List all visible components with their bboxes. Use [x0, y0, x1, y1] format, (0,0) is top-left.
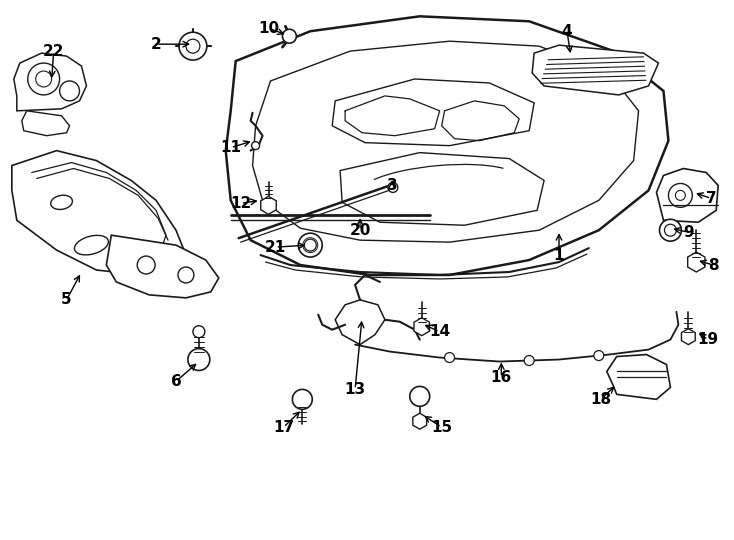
- Circle shape: [59, 81, 79, 101]
- Circle shape: [252, 141, 260, 150]
- Text: 8: 8: [708, 258, 719, 273]
- Polygon shape: [14, 53, 87, 111]
- Circle shape: [179, 32, 207, 60]
- Text: 5: 5: [61, 292, 72, 307]
- Circle shape: [594, 350, 604, 361]
- Polygon shape: [340, 153, 544, 225]
- Text: 16: 16: [491, 370, 512, 385]
- Circle shape: [524, 355, 534, 366]
- Circle shape: [193, 326, 205, 338]
- Circle shape: [305, 239, 316, 251]
- Text: 3: 3: [387, 178, 397, 193]
- Text: 18: 18: [590, 392, 611, 407]
- Polygon shape: [335, 300, 385, 345]
- Polygon shape: [607, 355, 670, 400]
- Polygon shape: [414, 318, 429, 336]
- Circle shape: [178, 267, 194, 283]
- Circle shape: [659, 219, 681, 241]
- Polygon shape: [688, 252, 705, 272]
- Circle shape: [283, 29, 297, 43]
- Circle shape: [137, 256, 155, 274]
- Text: 14: 14: [429, 324, 450, 339]
- Text: 15: 15: [431, 420, 452, 435]
- Circle shape: [186, 39, 200, 53]
- Polygon shape: [106, 235, 219, 298]
- Text: 9: 9: [683, 225, 694, 240]
- Polygon shape: [261, 197, 276, 214]
- Circle shape: [292, 389, 312, 409]
- Text: 4: 4: [562, 24, 573, 39]
- Text: 20: 20: [349, 222, 371, 238]
- Circle shape: [664, 224, 677, 236]
- Text: 11: 11: [220, 140, 241, 155]
- Polygon shape: [252, 41, 639, 242]
- Text: 10: 10: [258, 21, 279, 36]
- Text: 6: 6: [170, 374, 181, 389]
- Circle shape: [669, 184, 692, 207]
- Circle shape: [388, 183, 398, 192]
- Polygon shape: [681, 329, 695, 345]
- Circle shape: [188, 349, 210, 370]
- Text: 21: 21: [265, 240, 286, 255]
- Text: 19: 19: [698, 332, 719, 347]
- Text: 12: 12: [230, 196, 251, 211]
- Text: 7: 7: [706, 191, 716, 206]
- Circle shape: [445, 353, 454, 362]
- Polygon shape: [413, 413, 426, 429]
- Polygon shape: [22, 111, 70, 136]
- Polygon shape: [333, 79, 534, 146]
- Text: 2: 2: [150, 37, 161, 52]
- Text: 13: 13: [344, 382, 366, 397]
- Polygon shape: [226, 16, 669, 275]
- Text: 1: 1: [553, 247, 564, 262]
- Circle shape: [28, 63, 59, 95]
- Circle shape: [36, 71, 51, 87]
- Polygon shape: [656, 168, 718, 222]
- Circle shape: [675, 191, 686, 200]
- Text: 22: 22: [43, 44, 65, 59]
- Polygon shape: [12, 151, 186, 275]
- Polygon shape: [532, 45, 658, 95]
- Text: 17: 17: [273, 420, 294, 435]
- Circle shape: [298, 233, 322, 257]
- Circle shape: [410, 387, 429, 406]
